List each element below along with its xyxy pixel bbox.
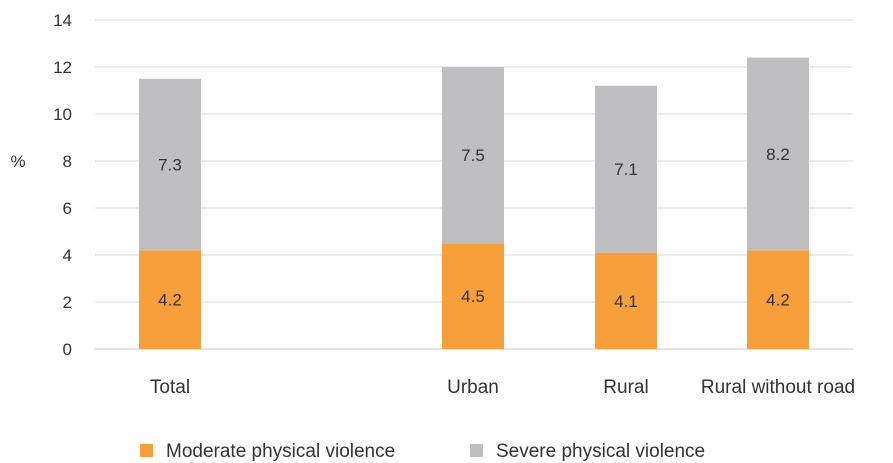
data-label: 4.2 [766,291,790,310]
bar-moderate [442,243,504,349]
bar-severe [747,57,809,251]
data-label: 4.2 [158,291,182,310]
legend: Moderate physical violence Severe physica… [140,441,705,462]
bar-moderate [139,250,201,349]
legend-label: Moderate physical violence [166,441,395,462]
y-tick-label: 12 [53,58,72,77]
data-label: 8.2 [766,145,790,164]
x-tick-label: Total [150,377,190,398]
legend-swatch [140,444,153,457]
x-tick-label: Rural without road [701,377,855,398]
data-label: 7.5 [461,146,485,165]
y-axis-ticks: 0 2 4 6 8 10 12 14 [53,11,72,359]
data-label: 7.3 [158,156,182,175]
bar-severe [595,85,657,253]
data-label: 7.1 [614,160,638,179]
bars: 4.2 7.3 4.5 7.5 4.1 7.1 4.2 8.2 [139,57,809,349]
legend-swatch [470,444,483,457]
x-axis-labels: Total Urban Rural Rural without road [150,377,855,398]
x-tick-label: Rural [603,377,648,398]
y-axis-label: % [10,152,25,171]
bar-moderate [595,252,657,349]
x-tick-label: Urban [447,377,499,398]
data-label: 4.5 [461,287,485,306]
y-tick-label: 2 [63,293,72,312]
legend-label: Severe physical violence [496,441,705,462]
bar-severe [442,67,504,244]
y-tick-label: 8 [63,152,72,171]
y-tick-label: 10 [53,105,72,124]
y-tick-label: 4 [63,246,72,265]
bar-severe [139,78,201,251]
y-tick-label: 14 [53,11,72,30]
bar-moderate [747,250,809,349]
y-tick-label: 0 [63,340,72,359]
y-tick-label: 6 [63,199,72,218]
data-label: 4.1 [614,292,638,311]
